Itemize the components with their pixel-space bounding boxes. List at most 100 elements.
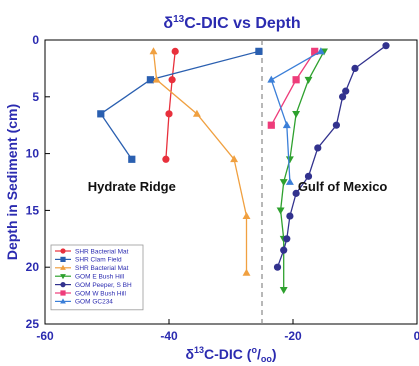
data-point xyxy=(304,172,313,180)
data-point xyxy=(165,110,173,118)
data-point xyxy=(282,121,291,129)
data-point xyxy=(339,93,347,101)
data-point xyxy=(279,179,288,187)
x-tick-label: 0 xyxy=(414,329,419,343)
y-tick-label: 10 xyxy=(26,147,40,161)
legend-marker xyxy=(60,298,66,304)
data-point xyxy=(242,268,251,276)
legend-label: GOM E Bush Hill xyxy=(75,274,125,281)
legend-entry: GOM Peeper, S BH xyxy=(55,282,132,289)
x-axis-label: δ13C-DIC (o/oo) xyxy=(185,345,276,364)
y-axis-label: Depth in Sediment (cm) xyxy=(4,104,20,260)
series-4 xyxy=(273,42,390,271)
legend-entry: GOM W Bush Hill xyxy=(55,290,126,297)
legend-box xyxy=(50,244,144,311)
data-point xyxy=(292,110,301,118)
data-point xyxy=(311,47,319,55)
data-point xyxy=(351,64,359,72)
data-point xyxy=(152,75,161,83)
title-delta: δ xyxy=(163,15,173,32)
data-point xyxy=(267,121,275,129)
xlabel-unit-sup: o xyxy=(251,345,257,355)
xlabel-delta: δ xyxy=(185,346,194,362)
xlabel-sup: 13 xyxy=(194,345,204,355)
data-point xyxy=(146,76,154,84)
y-tick-label: 25 xyxy=(26,317,40,331)
series-6 xyxy=(267,47,325,185)
series-line xyxy=(279,51,325,290)
data-point xyxy=(255,47,263,55)
y-tick-label: 0 xyxy=(32,33,39,47)
legend-marker xyxy=(60,256,66,262)
data-point xyxy=(332,121,340,129)
data-point xyxy=(283,235,291,243)
data-point xyxy=(276,207,285,215)
series-2 xyxy=(149,47,251,276)
data-point xyxy=(292,189,300,197)
data-point xyxy=(285,156,294,164)
legend-entry: GOM E Bush Hill xyxy=(55,274,125,281)
series-layer xyxy=(97,42,390,295)
series-0 xyxy=(162,47,179,163)
legend-marker xyxy=(60,248,66,254)
series-line xyxy=(152,51,248,273)
legend-label: SHR Bacterial Mat xyxy=(75,248,129,255)
x-tick-label: -40 xyxy=(160,329,178,343)
legend-marker xyxy=(60,274,66,280)
series-line xyxy=(99,50,260,160)
data-point xyxy=(286,212,294,220)
data-point xyxy=(267,75,276,83)
data-point xyxy=(171,47,179,55)
legend-marker xyxy=(60,282,66,288)
data-point xyxy=(285,177,294,185)
y-tick-label: 20 xyxy=(26,260,40,274)
data-point xyxy=(292,76,300,84)
x-axis-ticks: -60 -40 -20 0 xyxy=(36,319,419,343)
x-tick-label: -60 xyxy=(36,329,54,343)
data-point xyxy=(230,155,239,163)
xlabel-close: ) xyxy=(272,346,277,362)
series-3 xyxy=(276,48,328,295)
legend-marker xyxy=(60,264,66,270)
data-point xyxy=(382,42,390,50)
title-rest: C-DIC vs Depth xyxy=(184,15,300,32)
xlabel-unit-sep: / xyxy=(257,346,261,362)
legend-entry: SHR Clam Field xyxy=(55,257,122,264)
y-axis-ticks: 0 5 10 15 20 25 xyxy=(26,33,50,331)
x-tick-label: -20 xyxy=(284,329,302,343)
series-line xyxy=(165,51,176,160)
data-point xyxy=(128,155,136,163)
data-point xyxy=(316,47,325,55)
data-point xyxy=(242,211,251,219)
legend-entry: SHR Bacterial Mat xyxy=(55,264,129,272)
legend-entry: SHR Bacterial Mat xyxy=(55,248,129,255)
data-point xyxy=(149,47,158,55)
annotation-hydrate-ridge: Hydrate Ridge xyxy=(88,179,176,194)
series-line xyxy=(270,50,322,183)
data-point xyxy=(192,109,201,117)
y-tick-label: 15 xyxy=(26,203,40,217)
legend-label: SHR Clam Field xyxy=(75,257,122,264)
xlabel-unit-sub: oo xyxy=(261,354,272,364)
legend-label: GOM GC234 xyxy=(75,299,113,306)
legend-entry: GOM GC234 xyxy=(55,298,113,306)
xlabel-main: C-DIC ( xyxy=(204,346,252,362)
title-sup: 13 xyxy=(173,14,185,25)
data-point xyxy=(168,76,176,84)
data-point xyxy=(279,287,288,295)
annotation-gulf-of-mexico: Gulf of Mexico xyxy=(298,179,388,194)
legend-marker xyxy=(60,290,66,296)
data-point xyxy=(280,246,288,254)
legend-label: SHR Bacterial Mat xyxy=(75,265,129,272)
data-point xyxy=(314,144,322,152)
data-point xyxy=(342,87,350,95)
chart-title: δ13C-DIC vs Depth xyxy=(163,14,300,32)
data-point xyxy=(304,76,313,84)
legend-label: GOM Peeper, S BH xyxy=(75,282,132,289)
data-point xyxy=(97,110,105,118)
y-tick-label: 5 xyxy=(32,90,39,104)
series-5 xyxy=(267,47,319,129)
data-point xyxy=(162,155,170,163)
